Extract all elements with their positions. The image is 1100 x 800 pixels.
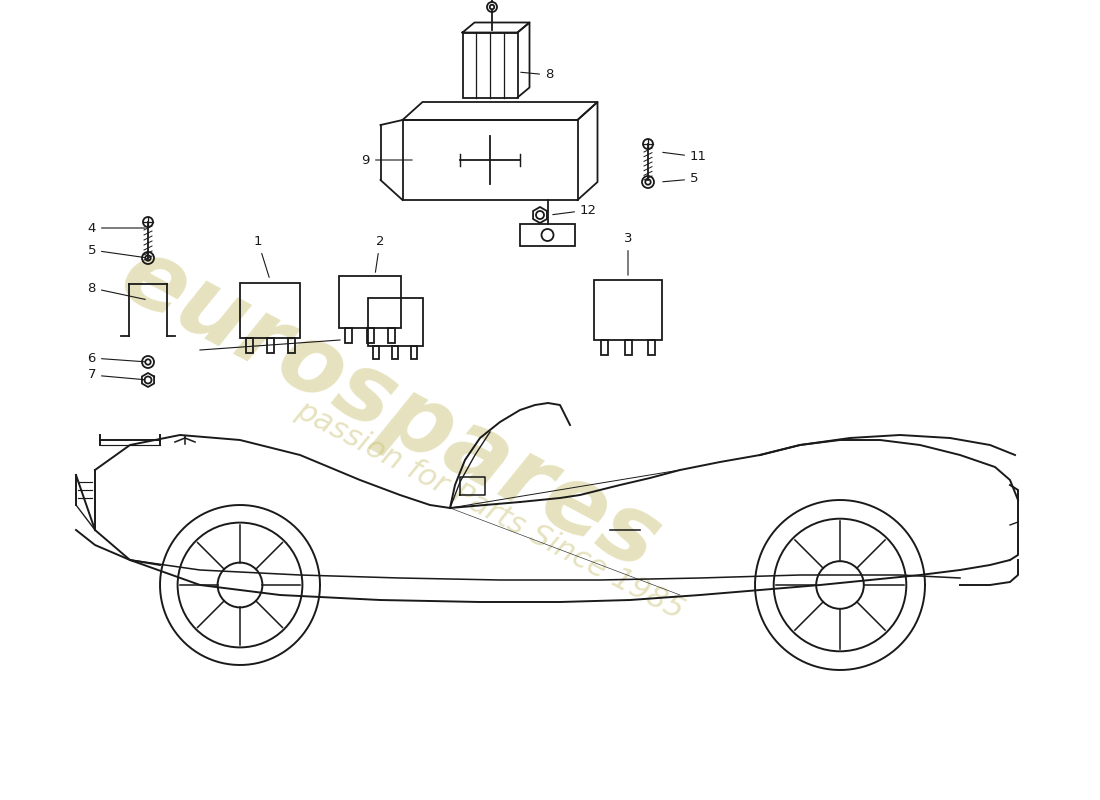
Bar [344, 328, 352, 343]
Bar [245, 338, 253, 353]
Text: passion for Parts Since 1985: passion for Parts Since 1985 [292, 395, 689, 625]
Text: 3: 3 [624, 232, 632, 275]
Bar [625, 340, 631, 355]
Bar [648, 340, 656, 355]
Bar [388, 328, 395, 343]
Bar [373, 346, 378, 359]
Text: 8: 8 [88, 282, 145, 299]
Bar [240, 282, 300, 338]
Text: 1: 1 [254, 235, 270, 278]
Bar [366, 328, 374, 343]
Text: 7: 7 [88, 369, 145, 382]
Bar [367, 298, 422, 346]
Text: 5: 5 [88, 243, 145, 258]
Text: 11: 11 [663, 150, 707, 163]
Text: eurospares: eurospares [104, 229, 675, 591]
Bar [392, 346, 398, 359]
Bar [601, 340, 607, 355]
Bar [411, 346, 417, 359]
Bar [403, 120, 578, 200]
Text: 6: 6 [88, 351, 145, 365]
Text: 4: 4 [88, 222, 145, 234]
Bar [462, 33, 517, 98]
Text: 5: 5 [663, 173, 698, 186]
Bar [520, 224, 575, 246]
Bar [287, 338, 295, 353]
Text: 2: 2 [375, 235, 384, 272]
Bar [594, 280, 662, 340]
Bar [339, 276, 402, 328]
Text: 8: 8 [520, 69, 553, 82]
Text: 9: 9 [362, 154, 412, 166]
Bar [266, 338, 274, 353]
Text: 12: 12 [553, 203, 597, 217]
